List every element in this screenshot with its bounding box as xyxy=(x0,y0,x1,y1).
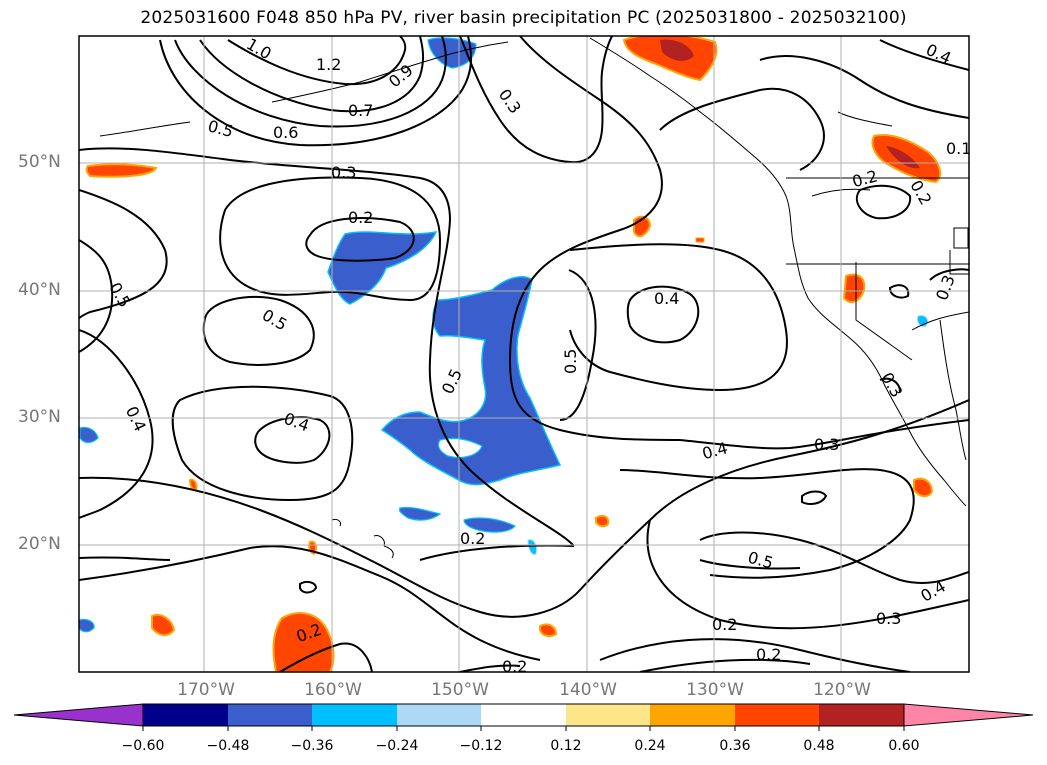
colorbar-tick-label: −0.12 xyxy=(459,738,503,754)
lon-label: 160°W xyxy=(304,680,362,700)
pv-contours xyxy=(79,36,969,672)
contour-label: 0.3 xyxy=(814,435,839,454)
contour-label: 0.3 xyxy=(495,85,525,117)
contour-label: 0.2 xyxy=(756,645,781,664)
colorbar-bin xyxy=(566,704,650,726)
colorbar-bin xyxy=(312,704,397,726)
lat-lon-grid xyxy=(79,36,969,672)
contour-label: 0.2 xyxy=(348,208,373,227)
colorbar-tick-label: 0.12 xyxy=(550,738,582,754)
negative-precip-areas xyxy=(79,37,929,633)
contour-label: 1.0 xyxy=(243,34,275,63)
colorbar-bin xyxy=(397,704,481,726)
lon-label: 120°W xyxy=(813,680,871,700)
colorbar-bin xyxy=(481,704,566,726)
lat-label: 40°N xyxy=(18,280,61,300)
contour-label: 0.2 xyxy=(502,657,527,676)
contour-label: 0.2 xyxy=(460,529,485,548)
colorbar-tick-label: −0.24 xyxy=(375,738,419,754)
colorbar xyxy=(13,703,1034,731)
contour-label: 0.5 xyxy=(561,349,580,374)
colorbar-tick-label: −0.60 xyxy=(121,738,165,754)
contour-label: 1.2 xyxy=(316,55,341,74)
contour-label: 0.5 xyxy=(746,548,776,573)
coastlines xyxy=(99,37,969,559)
lon-label: 150°W xyxy=(431,680,489,700)
colorbar-tick-label: 0.36 xyxy=(719,738,751,754)
map-title: 2025031600 F048 850 hPa PV, river basin … xyxy=(140,8,907,28)
contour-labels: 1.0 1.2 0.9 0.7 0.6 0.5 0.3 0.2 0.3 0.5 … xyxy=(105,34,971,676)
contour-label: 0.6 xyxy=(273,123,298,142)
contour-label: 0.1 xyxy=(946,139,971,158)
contour-label: 0.4 xyxy=(923,40,954,68)
contour-label: 0.2 xyxy=(850,166,880,191)
colorbar-bin xyxy=(228,704,312,726)
colorbar-tick-label: −0.48 xyxy=(206,738,250,754)
colorbar-tick-label: −0.36 xyxy=(290,738,334,754)
colorbar-extend-max xyxy=(903,703,1034,727)
contour-label: 0.3 xyxy=(877,369,906,401)
contour-label: 0.4 xyxy=(281,409,311,436)
lat-label: 20°N xyxy=(18,534,61,554)
contour-label: 0.3 xyxy=(331,163,356,182)
map-frame xyxy=(78,35,970,673)
lat-label: 30°N xyxy=(18,407,61,427)
colorbar-bin xyxy=(650,704,735,726)
contour-label: 0.4 xyxy=(654,289,679,308)
colorbar-tick-label: 0.24 xyxy=(634,738,666,754)
lon-label: 130°W xyxy=(686,680,744,700)
contour-label: 0.5 xyxy=(438,366,466,397)
contour-label: 0.2 xyxy=(712,615,737,634)
colorbar-extend-min xyxy=(13,703,144,727)
colorbar-bin xyxy=(735,704,819,726)
map-content: 1.0 1.2 0.9 0.7 0.6 0.5 0.3 0.2 0.3 0.5 … xyxy=(79,34,971,676)
colorbar-bin xyxy=(143,704,228,726)
lat-label: 50°N xyxy=(18,152,61,172)
lon-label: 170°W xyxy=(177,680,235,700)
colorbar-tick-label: 0.48 xyxy=(803,738,835,754)
colorbar-tick-label: 0.60 xyxy=(888,738,920,754)
lon-label: 140°W xyxy=(559,680,617,700)
contour-label: 0.3 xyxy=(876,609,901,628)
contour-label: 0.3 xyxy=(932,272,959,302)
positive-precip-areas xyxy=(85,36,942,672)
contour-label: 0.5 xyxy=(206,116,236,141)
contour-label: 0.5 xyxy=(259,305,291,334)
colorbar-bin xyxy=(819,704,904,726)
colorbar-outline xyxy=(142,703,905,727)
contour-label: 0.7 xyxy=(348,101,373,120)
